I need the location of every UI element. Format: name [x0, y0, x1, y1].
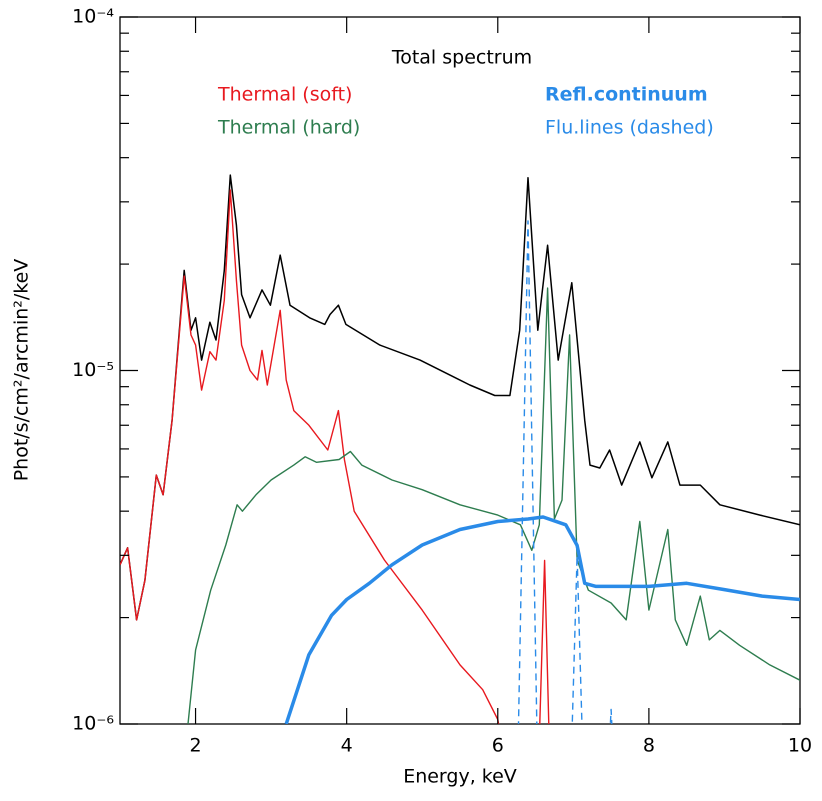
series-line [187, 287, 800, 724]
y-tick-label: 10⁻⁵ [72, 359, 114, 381]
legend-entry: Total spectrum [391, 47, 532, 69]
y-tick-label: 10⁻⁴ [72, 6, 114, 28]
y-axis-label: Phot/s/cm²/arcmin²/keV [11, 259, 33, 482]
plot-area [120, 174, 800, 724]
series-line [284, 515, 800, 724]
legend-entry: Flu.lines (dashed) [545, 117, 714, 139]
series-line [120, 174, 800, 621]
series-line [120, 189, 550, 724]
series-line [517, 220, 613, 724]
x-tick-label: 10 [788, 735, 812, 757]
legend-entry: Thermal (hard) [217, 117, 360, 139]
legend-entry: Refl.continuum [545, 84, 708, 106]
x-tick-label: 4 [341, 735, 353, 757]
y-tick-label: 10⁻⁶ [72, 713, 114, 735]
x-tick-label: 2 [190, 735, 202, 757]
x-tick-label: 8 [643, 735, 655, 757]
x-tick-label: 6 [492, 735, 504, 757]
legend-entry: Thermal (soft) [217, 84, 352, 106]
x-axis-label: Energy, keV [403, 766, 517, 788]
